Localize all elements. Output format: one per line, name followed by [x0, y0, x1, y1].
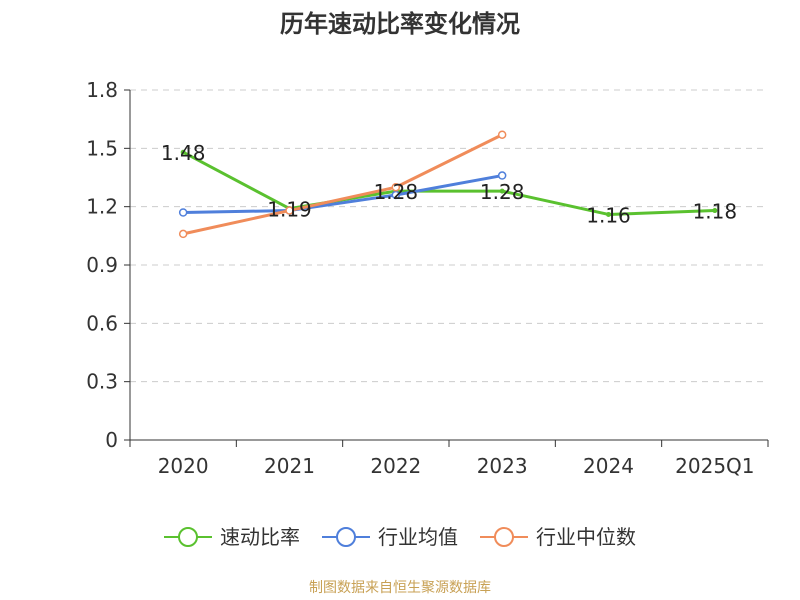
legend-item[interactable]: 行业均值: [322, 525, 458, 549]
series-lines: [178, 130, 718, 239]
y-tick-label: 1.5: [86, 136, 118, 160]
data-point: [391, 190, 401, 200]
x-tick-label: 2021: [264, 454, 315, 478]
data-point: [178, 208, 188, 217]
source-note: 制图数据来自恒生聚源数据库: [309, 580, 491, 596]
legend-item[interactable]: 速动比率: [164, 525, 300, 549]
legend-label: 行业均值: [378, 525, 458, 549]
legend-circle-icon: [178, 527, 198, 547]
y-tick-label: 0.3: [86, 370, 118, 394]
y-tick-label: 0: [105, 428, 118, 452]
x-tick-label: 2023: [477, 454, 528, 478]
x-tick-label: 2024: [583, 454, 634, 478]
series-line: [181, 174, 504, 214]
legend-label: 速动比率: [220, 525, 300, 549]
data-label: 1.48: [161, 141, 206, 165]
axes: 0 0.3 0.6 0.9 1.2 1.5 1.8 2020 2021 2022 2023 2024 2…: [86, 78, 769, 478]
data-labels: 1.48 1.19 1.28 1.28 1.16 1.18: [161, 141, 737, 227]
data-label: 1.18: [693, 200, 738, 224]
legend-circle-icon: [336, 527, 356, 547]
grid-lines: [130, 89, 768, 383]
data-label: 1.19: [267, 198, 312, 222]
y-tick-label: 1.2: [86, 195, 118, 219]
chart-title: 历年速动比率变化情况: [280, 10, 520, 38]
data-point: [285, 206, 294, 215]
x-tick-label: 2025Q1: [675, 454, 754, 478]
data-label: 1.28: [374, 180, 419, 204]
y-tick-label: 0.9: [86, 253, 118, 277]
y-tick-label: 0.6: [86, 311, 118, 335]
legend-label: 行业中位数: [536, 525, 636, 549]
data-point: [499, 188, 505, 194]
data-label: 1.28: [480, 180, 525, 204]
legend: 速动比率 行业均值 行业中位数: [164, 525, 636, 549]
data-label: 1.16: [586, 203, 631, 227]
y-tick-label: 1.8: [86, 78, 118, 102]
data-point: [497, 130, 507, 139]
series-line: [181, 133, 504, 236]
x-tick-label: 2020: [158, 454, 209, 478]
data-point: [497, 171, 507, 180]
legend-item[interactable]: 行业中位数: [480, 525, 636, 549]
data-point: [391, 182, 401, 192]
data-point: [180, 149, 186, 155]
legend-circle-icon: [494, 527, 514, 547]
data-point: [712, 208, 718, 214]
x-tick-label: 2022: [370, 454, 421, 478]
series-line: [181, 150, 717, 216]
data-point: [606, 211, 611, 217]
data-point: [178, 229, 188, 239]
